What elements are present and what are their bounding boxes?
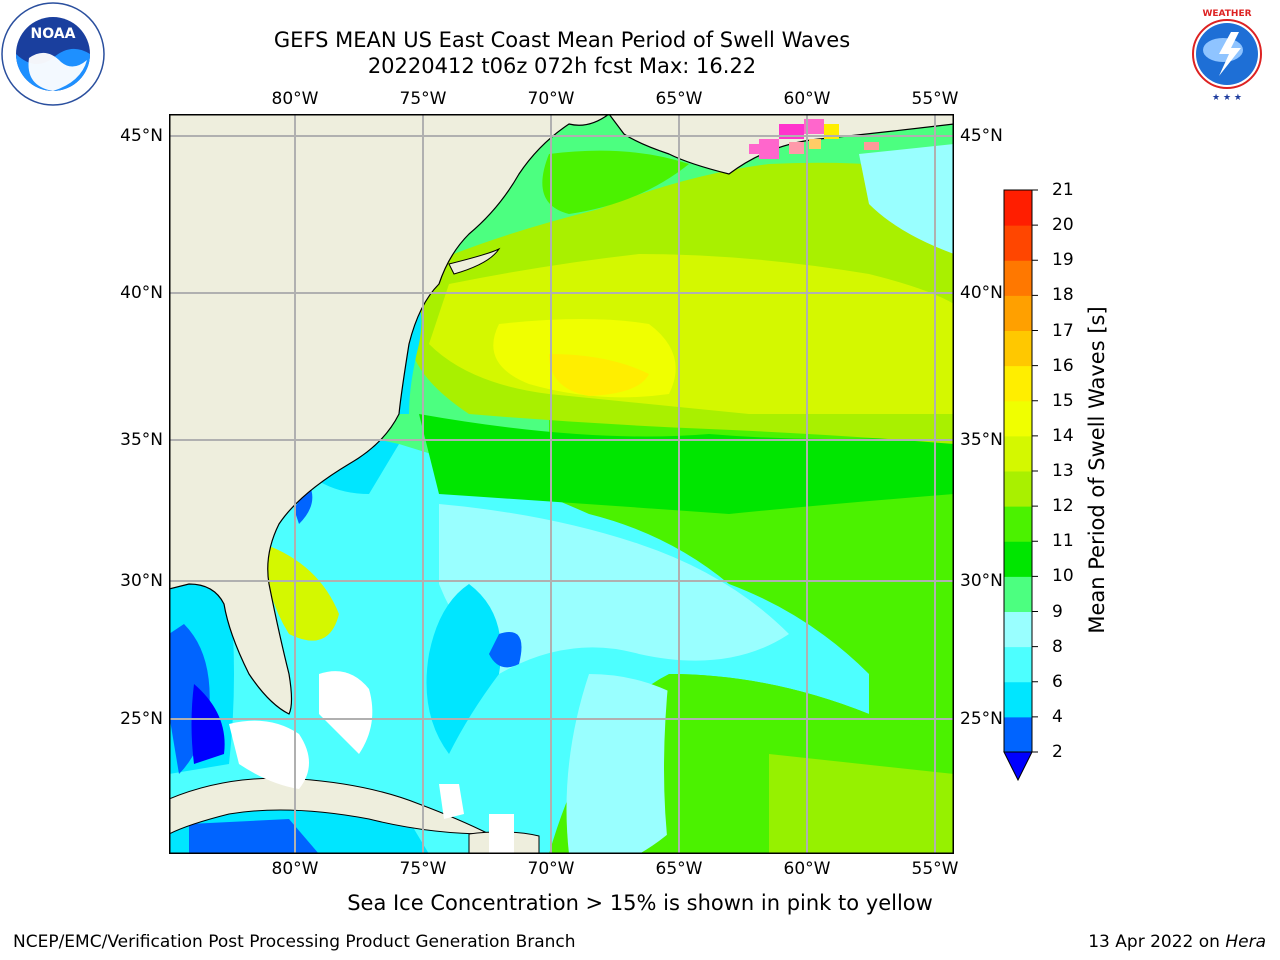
colorbar-tick-label: 21 — [1052, 180, 1074, 200]
colorbar-segment — [1004, 716, 1032, 753]
colorbar-tick-label: 15 — [1052, 390, 1074, 411]
svg-text:WEATHER: WEATHER — [1202, 9, 1251, 19]
colorbar-segment — [1004, 225, 1032, 261]
colorbar-tick-label: 13 — [1052, 461, 1074, 481]
lon-label-bottom: 60°W — [783, 859, 831, 879]
lat-label-left: 45°N — [120, 126, 163, 146]
footer-credit: NCEP/EMC/Verification Post Processing Pr… — [13, 932, 576, 952]
sea-ice-note-text: Sea Ice Concentration > 15% is shown in … — [347, 891, 933, 915]
footer-date-text: 13 Apr 2022 on — [1088, 932, 1226, 952]
noaa-logo-icon: NOAA — [1, 2, 105, 106]
colorbar-title: Mean Period of Swell Waves [s] — [1085, 306, 1109, 634]
lon-label-bottom: 80°W — [271, 859, 319, 879]
lat-label-right: 45°N — [960, 126, 1003, 146]
colorbar-tick-label: 9 — [1052, 601, 1063, 622]
colorbar-tick-label: 6 — [1052, 671, 1063, 692]
colorbar-segment — [1004, 541, 1032, 577]
colorbar-tick-label: 8 — [1052, 636, 1063, 657]
maritimes-land — [608, 114, 954, 175]
lon-label-top: 70°W — [527, 89, 575, 109]
lat-label-right: 40°N — [960, 283, 1003, 303]
colorbar-tick-label: 19 — [1052, 250, 1074, 271]
colorbar-segment — [1004, 611, 1032, 648]
swell-period-map — [169, 114, 954, 854]
colorbar-tick-label: 17 — [1052, 320, 1074, 341]
colorbar-tick-label: 2 — [1052, 742, 1063, 762]
svg-text:★ ★ ★: ★ ★ ★ — [1212, 93, 1242, 103]
colorbar-tick-label: 10 — [1052, 566, 1074, 587]
nws-logo-icon: WEATHER ★ ★ ★ — [1175, 2, 1279, 106]
lon-label-top: 60°W — [783, 89, 831, 109]
lat-label-left: 35°N — [120, 430, 163, 450]
colorbar-segment — [1004, 576, 1032, 612]
colorbar-segment — [1004, 435, 1032, 472]
colorbar-segment — [1004, 295, 1032, 331]
chart-title: GEFS MEAN US East Coast Mean Period of S… — [273, 28, 851, 52]
colorbar-segment — [1004, 471, 1032, 507]
lat-label-right: 25°N — [960, 709, 1003, 729]
bahamas-mask — [319, 671, 373, 754]
lon-label-top: 55°W — [911, 89, 959, 109]
graticule — [169, 114, 954, 854]
colorbar-tick-label: 20 — [1052, 215, 1074, 236]
colorbar-extend-arrow — [1003, 751, 1033, 782]
colorbar-segment — [1004, 260, 1032, 296]
lat-label-left: 30°N — [120, 571, 163, 591]
colorbar-segment — [1004, 646, 1032, 683]
chart-subtitle: 20220412 t06z 072h fcst Max: 16.22 — [367, 54, 757, 78]
north-america-land — [169, 114, 611, 715]
lon-label-bottom: 55°W — [911, 859, 959, 879]
colorbar-tick-label: 16 — [1052, 355, 1074, 376]
lat-label-left: 40°N — [120, 283, 163, 303]
footer-host: Hera — [1225, 932, 1266, 952]
lat-label-left: 25°N — [120, 709, 163, 729]
colorbar-tick-label: 12 — [1052, 496, 1074, 517]
sea-ice-note: Sea Ice Concentration > 15% is shown in … — [0, 891, 1280, 915]
lon-label-bottom: 70°W — [527, 859, 575, 879]
colorbar-tick-label: 14 — [1052, 425, 1074, 446]
lat-label-right: 30°N — [960, 571, 1003, 591]
colorbar-segment — [1004, 190, 1032, 226]
noaa-logo-text: NOAA — [31, 26, 76, 42]
colorbar-segment — [1004, 330, 1032, 367]
lon-label-bottom: 75°W — [399, 859, 447, 879]
max-period-core — [549, 354, 649, 396]
colorbar — [1000, 187, 1070, 787]
colorbar-tick-label: 11 — [1052, 531, 1074, 552]
colorbar-segment — [1004, 506, 1032, 542]
lon-label-top: 65°W — [655, 89, 703, 109]
lon-label-bottom: 65°W — [655, 859, 703, 879]
colorbar-tick-label: 18 — [1052, 285, 1074, 306]
lon-label-top: 80°W — [271, 89, 319, 109]
lon-label-top: 75°W — [399, 89, 447, 109]
colorbar-segment — [1004, 365, 1032, 402]
colorbar-tick-label: 4 — [1052, 706, 1063, 727]
colorbar-segment — [1004, 400, 1032, 437]
colorbar-segment — [1004, 681, 1032, 718]
footer-date: 13 Apr 2022 on Hera — [1088, 932, 1266, 952]
lat-label-right: 35°N — [960, 430, 1003, 450]
